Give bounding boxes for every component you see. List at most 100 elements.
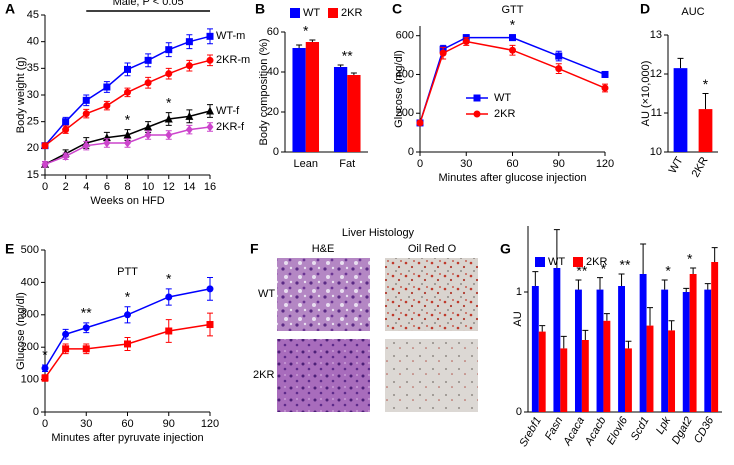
marker <box>62 118 70 126</box>
significance: ** <box>620 257 631 273</box>
x-tick-label: WT <box>667 155 686 176</box>
error-bar <box>625 340 632 349</box>
error-bar <box>704 283 711 290</box>
bar <box>553 268 561 412</box>
marker <box>439 49 447 57</box>
x-tick-label: 2KR <box>690 155 711 180</box>
x-tick-label: 2 <box>63 181 69 193</box>
x-tick-label: Acacb <box>582 415 608 448</box>
marker <box>82 110 90 118</box>
error-bar <box>640 243 647 274</box>
significance: * <box>125 288 131 304</box>
error-bar <box>690 267 697 274</box>
y-axis-label: AU <box>512 311 524 326</box>
bar <box>538 331 546 412</box>
bar <box>596 289 604 412</box>
legend-label: WT <box>548 256 565 268</box>
legend-label: WT <box>303 7 320 19</box>
bar <box>305 42 320 152</box>
series-label: WT-f <box>216 105 240 117</box>
histology-image <box>277 258 370 331</box>
marker <box>103 83 111 91</box>
marker <box>165 293 173 301</box>
legend-label: 2KR <box>341 7 362 19</box>
marker <box>185 38 193 46</box>
y-tick-label: 0 <box>408 146 414 158</box>
histology-image <box>385 258 478 331</box>
x-tick-label: 8 <box>124 181 130 193</box>
y-axis-label: Body composition (%) <box>258 39 270 146</box>
error-bar <box>647 307 654 326</box>
marker <box>509 34 516 42</box>
error-bar <box>668 320 675 331</box>
x-tick-label: Fasn <box>543 415 566 442</box>
x-tick-label: 0 <box>42 181 48 193</box>
significance: * <box>42 347 48 363</box>
column-label: H&E <box>312 243 335 255</box>
error-bar <box>539 325 546 332</box>
error-bar <box>532 271 539 286</box>
chart-title: PTT <box>117 266 138 278</box>
series-label: WT-m <box>216 30 245 42</box>
bar <box>603 320 611 412</box>
y-tick-label: 0 <box>516 406 522 418</box>
marker <box>103 138 111 148</box>
bar <box>347 75 361 152</box>
column-label: Oil Red O <box>408 243 457 255</box>
panel-letter: G <box>500 241 511 257</box>
significance: * <box>166 271 172 287</box>
marker <box>416 119 424 127</box>
bar <box>625 348 632 412</box>
marker <box>124 340 131 348</box>
error-bar <box>661 279 668 290</box>
x-tick-label: 14 <box>183 181 195 193</box>
bar <box>574 289 582 412</box>
y-tick-label: 10 <box>650 146 662 158</box>
x-tick-label: Fat <box>339 158 355 170</box>
panel-letter: A <box>5 1 15 17</box>
x-tick-label: Dgat2 <box>670 415 695 446</box>
series-line <box>419 40 606 124</box>
bar <box>333 67 348 152</box>
row-label: 2KR <box>253 369 274 381</box>
significance: ** <box>81 305 92 321</box>
marker <box>555 65 563 73</box>
bar <box>618 286 625 412</box>
marker <box>41 159 49 169</box>
marker <box>103 102 111 110</box>
x-tick-label: CD36 <box>692 414 717 445</box>
bar <box>560 348 568 412</box>
x-tick-label: Srebf1 <box>517 415 544 449</box>
marker <box>555 52 563 60</box>
y-axis-label: Glucose (mg/dl) <box>15 292 27 370</box>
error-bar <box>560 335 567 349</box>
note: Male, P < 0.05 <box>113 0 184 8</box>
marker <box>144 79 152 87</box>
significance: * <box>665 263 671 279</box>
histology-image <box>385 339 478 412</box>
x-tick-label: 120 <box>596 158 614 170</box>
chart-title: GTT <box>502 4 524 16</box>
marker <box>206 56 214 64</box>
legend-swatch <box>328 8 338 18</box>
x-tick-label: 10 <box>142 181 154 193</box>
x-tick-label: 0 <box>417 158 423 170</box>
marker <box>206 285 214 293</box>
chart-title: AUC <box>681 6 704 18</box>
series-label: 2KR-f <box>216 121 245 133</box>
y-tick-label: 100 <box>21 374 39 386</box>
marker <box>82 324 90 332</box>
x-tick-label: 90 <box>553 158 565 170</box>
error-bar <box>582 329 589 340</box>
marker <box>41 374 49 382</box>
marker <box>123 130 132 139</box>
bar <box>682 292 690 412</box>
error-bar <box>683 287 690 292</box>
y-tick-label: 20 <box>267 106 279 118</box>
y-axis-label: Glucose (mg/dl) <box>393 50 405 128</box>
panel-letter: D <box>640 1 650 17</box>
x-tick-label: 12 <box>163 181 175 193</box>
bar <box>704 289 712 412</box>
legend-label: WT <box>494 92 511 104</box>
x-tick-label: 90 <box>163 418 175 430</box>
